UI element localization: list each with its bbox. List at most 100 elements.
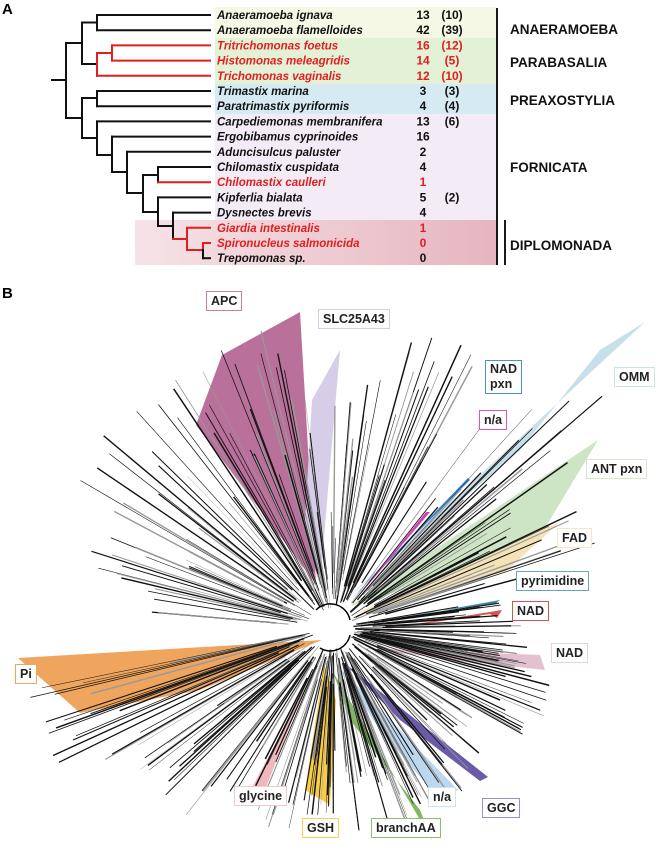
wedge-na-magenta: [352, 512, 430, 604]
tree-branch: [154, 588, 297, 621]
panel-letter-b: B: [2, 285, 13, 302]
taxon-name: Dysnectes brevis: [217, 208, 312, 220]
tree-branch: [379, 629, 504, 638]
taxon-paren-count: (4): [445, 99, 460, 113]
tree-branch: [367, 395, 603, 599]
tree-branch: [312, 656, 330, 761]
tree-branch: [170, 635, 297, 664]
tree-branch: [173, 388, 303, 582]
tree-branch: [309, 432, 328, 580]
tree-branch: [179, 586, 308, 622]
tree-branch: [357, 635, 547, 701]
tree-branch: [292, 679, 322, 805]
tree-branch: [216, 658, 288, 707]
tree-branch: [147, 659, 290, 766]
tree-branch: [314, 675, 327, 766]
tree-branch: [358, 655, 446, 750]
tree-branch: [351, 483, 440, 604]
taxon-count: 13: [416, 8, 430, 22]
taxon-count: 16: [416, 38, 430, 52]
tree-branch: [364, 652, 444, 714]
taxon-name: Carpediemonas membranifera: [217, 116, 383, 128]
tree-branch: [369, 631, 528, 648]
tree-branch: [351, 668, 414, 798]
tree-branch: [350, 657, 439, 805]
tree-branch: [335, 647, 359, 784]
tree-branch: [372, 649, 519, 729]
tree-branch: [233, 496, 310, 597]
tree-branch: [121, 565, 281, 614]
tree-branch: [342, 386, 429, 603]
tree-branch: [356, 674, 405, 766]
tree-branch: [349, 484, 488, 613]
tree-branch: [347, 446, 429, 601]
tree-branch: [340, 649, 388, 780]
tree-branch: [354, 633, 506, 678]
tree-branch: [364, 499, 465, 597]
tree-branch: [186, 539, 312, 616]
tree-branch: [96, 467, 295, 602]
tree-branch: [355, 606, 459, 625]
tree-branch: [372, 666, 428, 721]
tree-branch: [138, 656, 286, 746]
taxon-name: Giardia intestinalis: [217, 223, 320, 235]
cladogram: [51, 14, 211, 260]
tree-branch: [264, 677, 308, 760]
tree-branch: [385, 577, 521, 615]
tree-branch: [343, 342, 413, 587]
tree-branch: [357, 638, 544, 717]
tree-branch: [149, 651, 303, 771]
tree-branch: [113, 510, 285, 603]
tree-branch: [223, 659, 287, 704]
tree-branch: [255, 656, 315, 742]
tree-branch: [193, 650, 306, 745]
tree-branch: [372, 533, 592, 615]
group-label-diplomonada: DIPLOMONADA: [510, 238, 612, 253]
tree-branch: [296, 679, 321, 778]
taxon-count: 3: [420, 84, 427, 98]
tree-branch: [341, 662, 371, 767]
band-parabasalia: [215, 38, 497, 84]
taxon-count: 5: [420, 190, 427, 204]
tree-branch: [352, 479, 386, 572]
taxon-row: Chilomastix caulleri 1: [217, 175, 427, 189]
tree-branch: [177, 417, 314, 602]
tree-branch: [55, 637, 305, 729]
taxon-count: 4: [420, 99, 427, 113]
taxon-name: Trichomonas vaginalis: [217, 71, 341, 83]
tree-branch: [367, 518, 441, 593]
tree-branch: [340, 647, 409, 823]
taxon-name: Aduncisulcus paluster: [216, 147, 341, 159]
tree-branch: [168, 641, 314, 744]
tree-branch: [260, 330, 328, 605]
tree-branch: [372, 620, 480, 627]
taxon-row: Dysnectes brevis 4: [217, 206, 427, 220]
tree-branch: [158, 465, 293, 591]
panel-b: B: [2, 285, 645, 840]
taxon-name: Paratrimastix pyriformis: [217, 101, 349, 113]
tree-branch: [325, 669, 332, 813]
tree-branch: [365, 648, 468, 716]
taxon-count: 12: [416, 69, 430, 83]
tree-branch: [151, 451, 315, 610]
tree-branch: [374, 665, 453, 736]
tree-branch: [343, 662, 377, 758]
taxon-paren-count: (2): [445, 190, 460, 204]
clade-label-omm: OMM: [614, 367, 655, 387]
tree-branch: [345, 414, 397, 585]
tree-branch: [367, 488, 462, 591]
panel-a: A Anaeramoeba ignava 13 (10)Anaeramoeba fl…: [2, 1, 618, 265]
clade-label-ggc: GGC: [482, 798, 521, 818]
tree-branch: [148, 590, 291, 620]
taxon-count: 13: [416, 114, 430, 128]
tree-branch: [80, 480, 295, 606]
tree-branch: [370, 673, 445, 764]
tree-branch: [366, 462, 568, 605]
tree-branch: [275, 648, 324, 756]
tree-branch: [372, 669, 469, 769]
tree-branch: [337, 421, 367, 601]
taxon-row: Giardia intestinalis 1: [217, 221, 427, 235]
tree-branch: [364, 639, 532, 703]
tree-branch: [287, 464, 327, 603]
tree-branch: [185, 559, 284, 606]
